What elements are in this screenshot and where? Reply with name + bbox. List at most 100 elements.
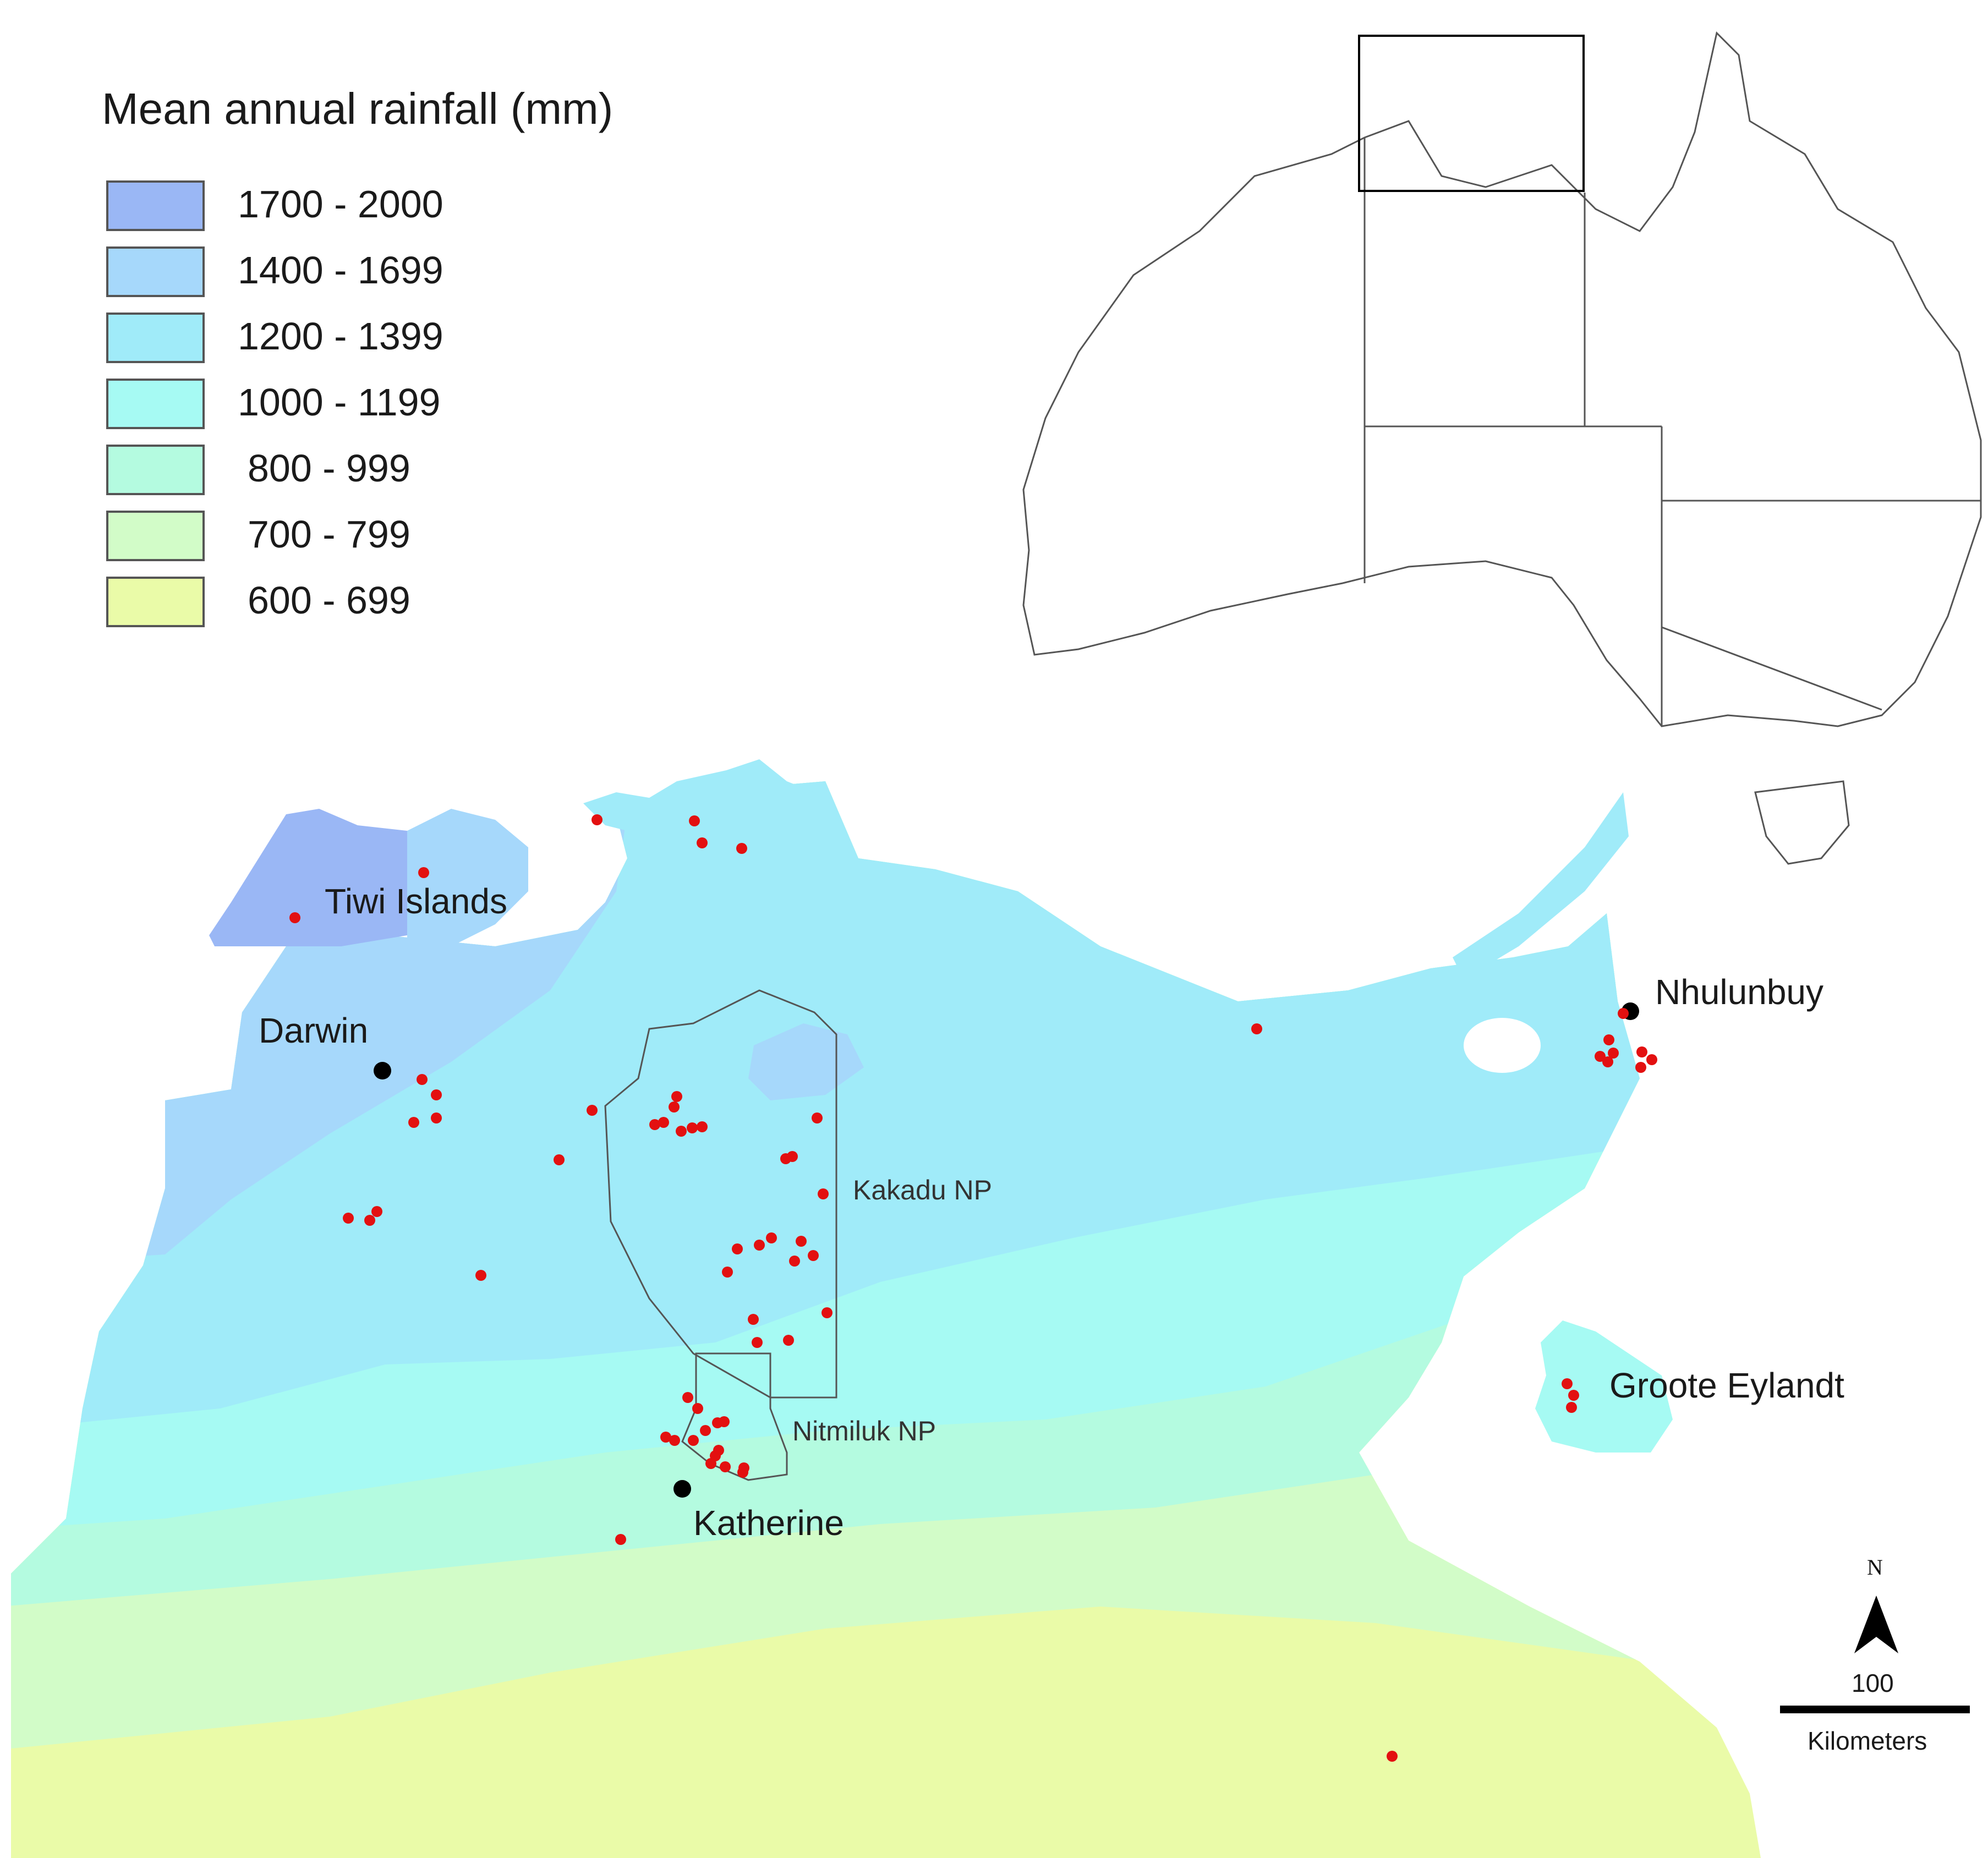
site-marker <box>1568 1390 1579 1401</box>
site-marker <box>1595 1051 1606 1062</box>
legend-swatch <box>106 379 205 429</box>
legend-label: 700 - 799 <box>248 513 410 556</box>
town-marker-katherine <box>673 1480 691 1498</box>
label-kakadu-np: Kakadu NP <box>853 1175 992 1205</box>
site-marker <box>705 1458 716 1469</box>
site-marker <box>689 815 700 826</box>
site-marker <box>669 1101 680 1112</box>
site-marker <box>1251 1023 1262 1034</box>
town-markers <box>374 1002 1639 1498</box>
town-marker-darwin <box>374 1062 391 1079</box>
site-marker <box>418 867 429 878</box>
scale-bar-value: 100 <box>1852 1669 1894 1697</box>
site-marker <box>748 1314 759 1325</box>
site-marker <box>736 843 747 854</box>
site-marker <box>592 814 603 825</box>
legend-label: 1000 - 1199 <box>238 381 440 424</box>
site-marker <box>754 1240 765 1251</box>
zone-1700-2000 <box>748 1023 864 1100</box>
site-marker <box>615 1534 626 1545</box>
legend-label: 1400 - 1699 <box>238 249 443 292</box>
legend-label: 800 - 999 <box>248 447 410 490</box>
site-marker <box>669 1435 680 1446</box>
groote-eylandt <box>1535 1320 1673 1453</box>
site-marker <box>752 1337 763 1348</box>
site-marker <box>766 1232 777 1243</box>
north-arrow: N <box>1854 1555 1898 1653</box>
site-marker <box>712 1417 723 1428</box>
site-marker <box>822 1307 833 1318</box>
site-marker <box>1636 1046 1647 1057</box>
site-marker <box>687 1122 698 1133</box>
site-marker <box>787 1151 798 1162</box>
label-darwin: Darwin <box>259 1011 368 1050</box>
label-nhulunbuy: Nhulunbuy <box>1655 972 1823 1012</box>
vic-border <box>1661 626 1882 711</box>
site-marker <box>1603 1034 1614 1045</box>
legend-swatch <box>106 313 205 363</box>
site-marker <box>1566 1402 1577 1413</box>
site-marker <box>554 1154 565 1165</box>
site-markers <box>289 814 1657 1762</box>
site-marker <box>371 1206 382 1217</box>
site-marker <box>783 1335 794 1346</box>
site-marker <box>431 1112 442 1123</box>
gulf-island <box>1464 1018 1541 1073</box>
site-marker <box>417 1074 428 1085</box>
label-groote-eylandt: Groote Eylandt <box>1609 1366 1844 1405</box>
legend-label: 1700 - 2000 <box>238 183 443 226</box>
site-marker <box>789 1256 800 1267</box>
kakadu-np-boundary <box>604 989 837 1399</box>
inset-extent-box <box>1358 35 1585 192</box>
site-marker <box>732 1243 743 1254</box>
site-marker <box>431 1089 442 1100</box>
site-marker <box>289 912 300 923</box>
cobourg-peninsula <box>583 759 825 842</box>
north-arrow-label: N <box>1867 1555 1883 1580</box>
site-marker <box>587 1105 598 1116</box>
site-marker <box>682 1392 693 1403</box>
legend-swatch <box>106 246 205 297</box>
scale-bar-line <box>1780 1706 1970 1713</box>
legend-swatch <box>106 180 205 231</box>
nitmiluk-np-boundary <box>681 1352 788 1481</box>
site-marker <box>1635 1062 1646 1073</box>
site-marker <box>1608 1048 1619 1059</box>
north-arrow-icon <box>1854 1596 1898 1653</box>
site-marker <box>649 1119 660 1130</box>
legend-swatch <box>106 511 205 561</box>
site-marker <box>738 1462 749 1473</box>
site-marker <box>720 1461 731 1472</box>
site-marker <box>676 1126 687 1137</box>
legend-label: 1200 - 1399 <box>238 315 443 358</box>
site-marker <box>1387 1751 1398 1762</box>
legend: Mean annual rainfall (mm) 1700 - 2000 140… <box>102 84 613 627</box>
site-marker <box>1562 1378 1573 1389</box>
site-marker <box>475 1270 486 1281</box>
site-marker <box>1602 1056 1613 1067</box>
site-marker <box>658 1117 669 1128</box>
label-nitmiluk-np: Nitmiluk NP <box>792 1416 936 1446</box>
site-marker <box>1646 1054 1657 1065</box>
legend-label: 600 - 699 <box>248 579 410 622</box>
site-marker <box>818 1188 829 1199</box>
site-marker <box>722 1267 733 1278</box>
site-marker <box>671 1091 682 1102</box>
site-marker <box>408 1117 419 1128</box>
scale-bar-units: Kilometers <box>1808 1727 1927 1755</box>
label-tiwi-islands: Tiwi Islands <box>325 881 507 921</box>
legend-swatch <box>106 445 205 495</box>
island-strip <box>1453 792 1629 979</box>
site-marker <box>688 1435 699 1446</box>
site-marker <box>1618 1008 1629 1019</box>
tiwi-islands <box>209 809 528 957</box>
site-marker <box>697 1121 708 1132</box>
australia-outline <box>1022 31 1982 727</box>
site-marker <box>808 1250 819 1261</box>
site-marker <box>692 1403 703 1414</box>
legend-title: Mean annual rainfall (mm) <box>102 84 613 133</box>
place-labels: Tiwi Islands Darwin Katherine Nhulunbuy … <box>259 881 1844 1543</box>
site-marker <box>700 1425 711 1436</box>
site-marker <box>796 1236 807 1247</box>
